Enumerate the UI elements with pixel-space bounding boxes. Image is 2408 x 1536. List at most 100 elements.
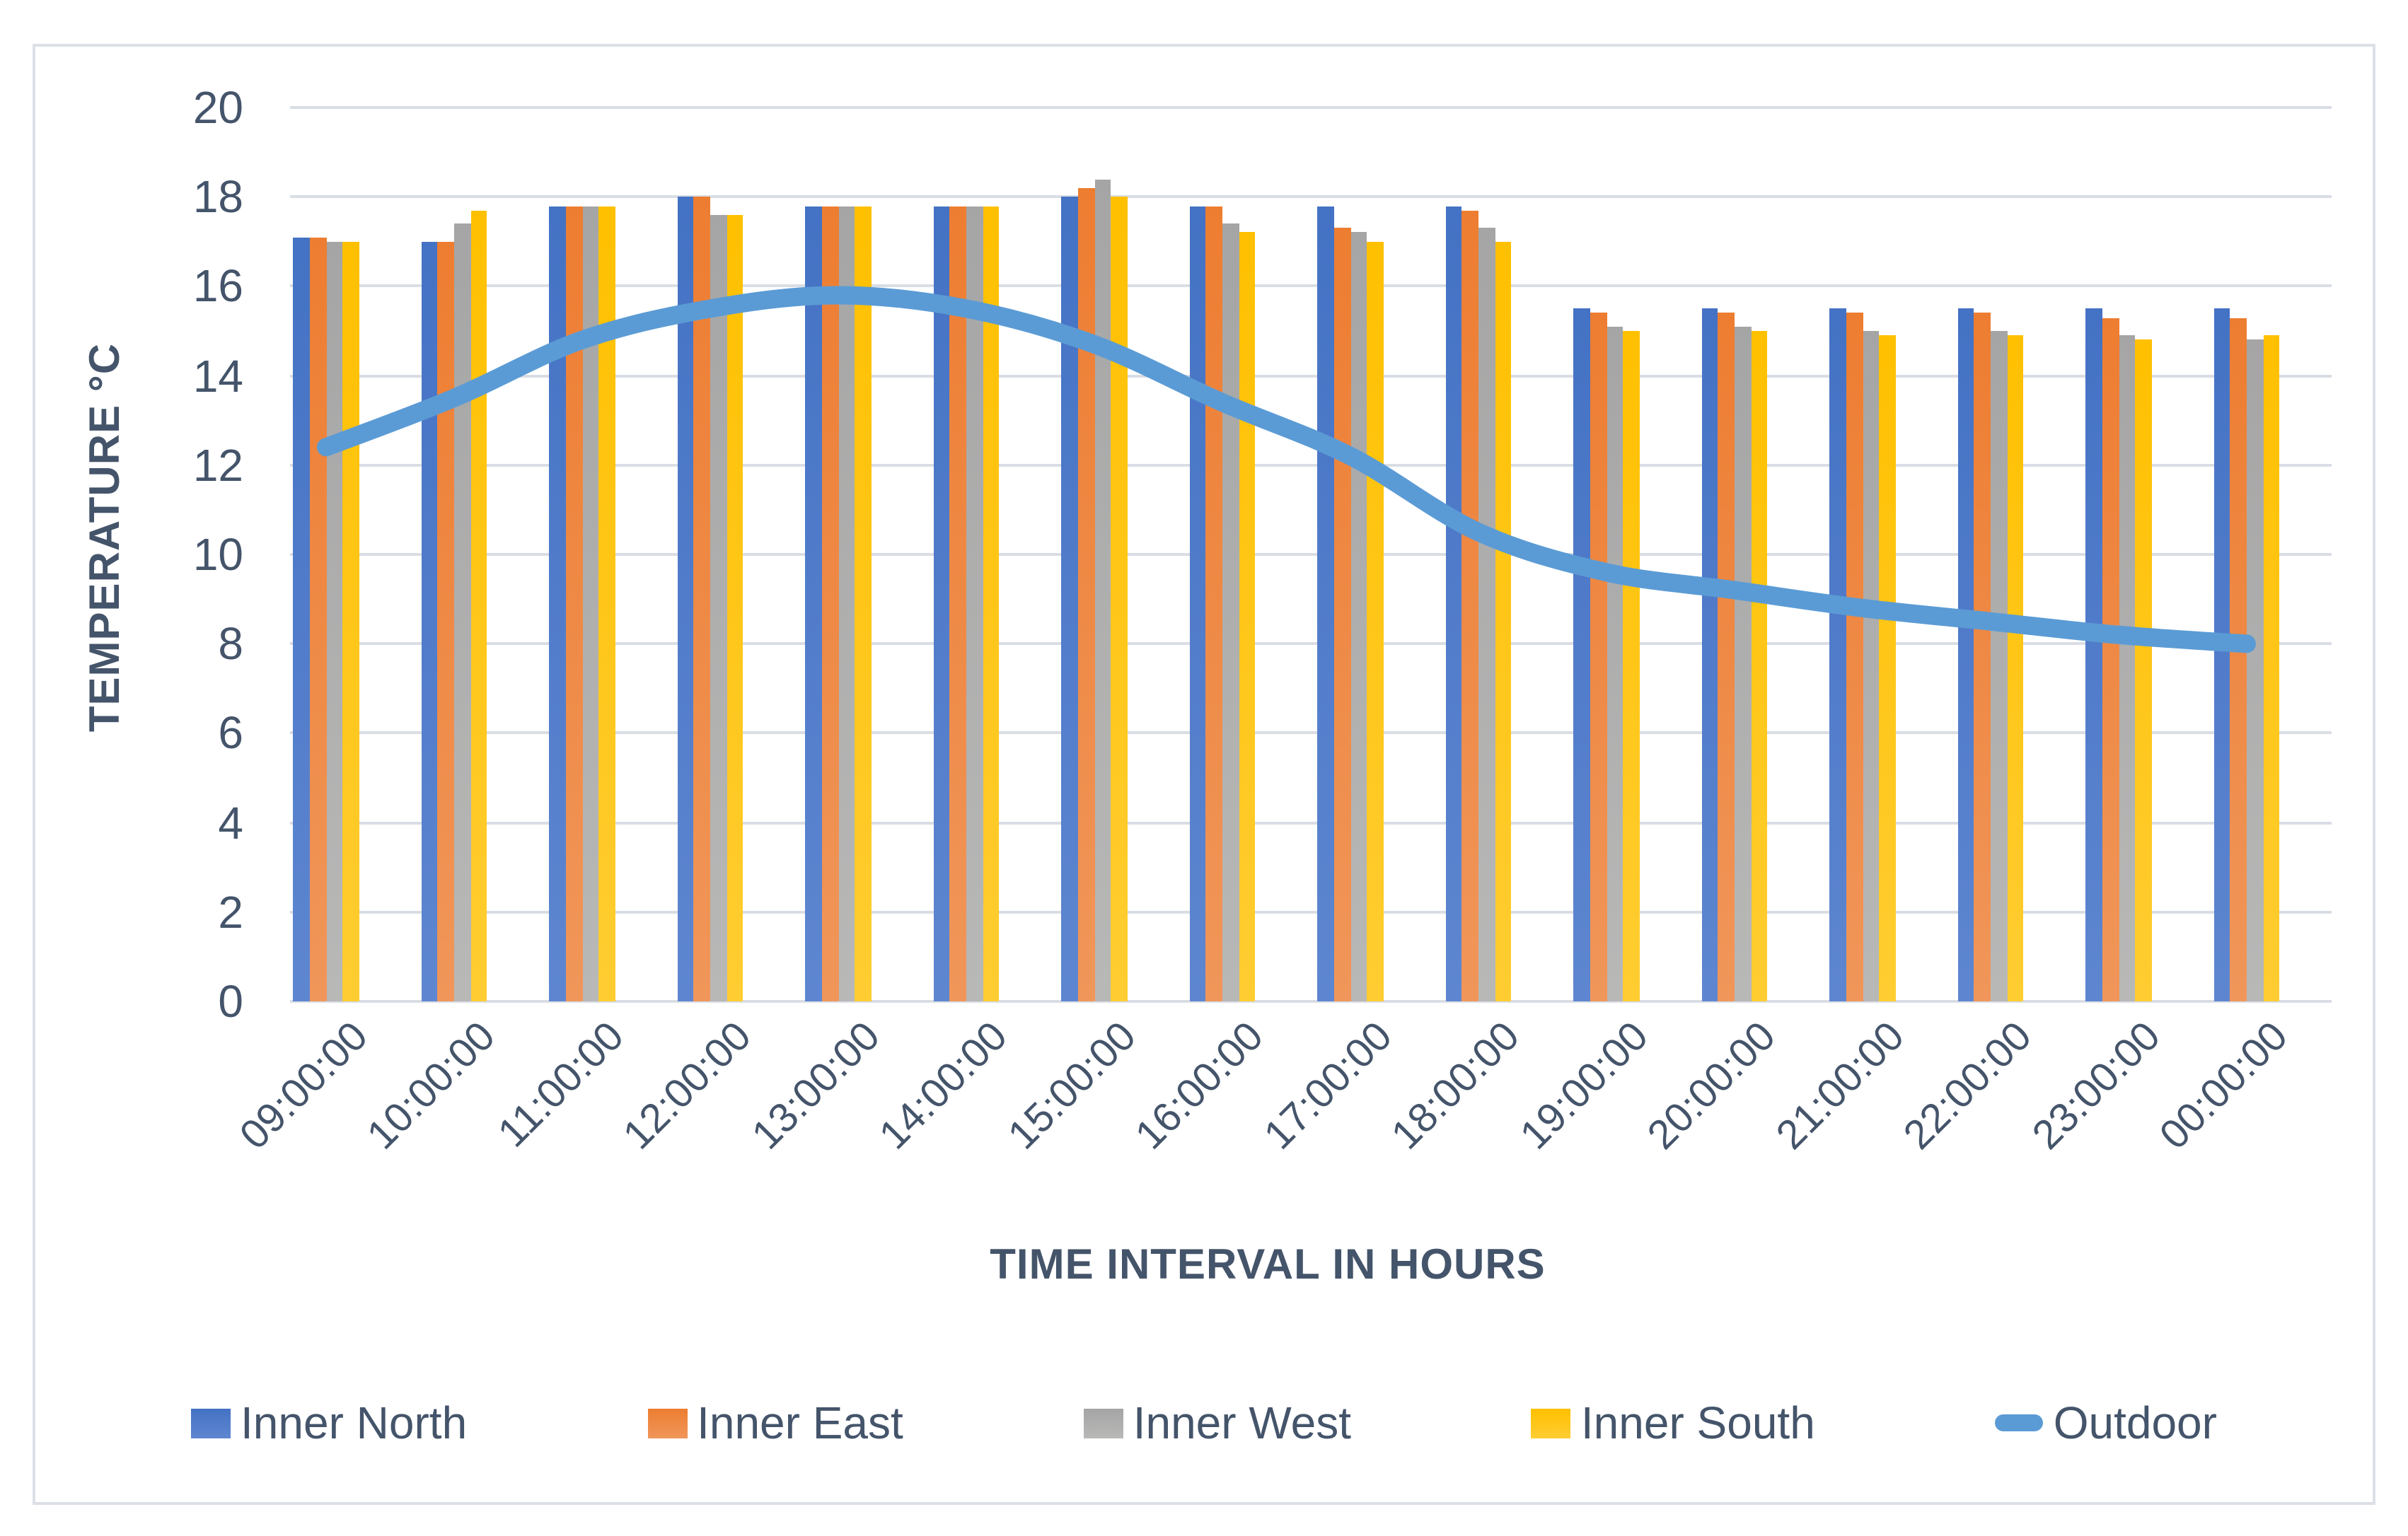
bar-inner-south-20:00:00 bbox=[1751, 331, 1768, 1001]
gridline-y-18 bbox=[290, 195, 2332, 199]
bar-inner-east-15:00:00 bbox=[1077, 187, 1094, 1001]
bar-inner-north-22:00:00 bbox=[1957, 308, 1974, 1001]
y-tick-label-12: 12 bbox=[192, 439, 243, 491]
bar-inner-north-17:00:00 bbox=[1317, 206, 1334, 1001]
plot-area bbox=[290, 106, 2332, 1003]
bar-inner-west-15:00:00 bbox=[1094, 179, 1111, 1001]
bar-inner-west-00:00:00 bbox=[2247, 339, 2264, 1001]
bar-inner-west-13:00:00 bbox=[838, 206, 855, 1001]
bar-inner-west-18:00:00 bbox=[1478, 228, 1495, 1001]
bar-inner-east-14:00:00 bbox=[949, 206, 966, 1001]
bar-inner-east-13:00:00 bbox=[821, 206, 838, 1001]
y-tick-label-6: 6 bbox=[218, 707, 243, 759]
bar-inner-north-14:00:00 bbox=[933, 206, 950, 1001]
bar-inner-west-21:00:00 bbox=[1863, 331, 1880, 1001]
gridline-y-14 bbox=[290, 374, 2332, 378]
legend-label-inner-south: Inner South bbox=[1580, 1397, 1815, 1448]
bar-inner-east-00:00:00 bbox=[2230, 318, 2247, 1001]
bar-inner-north-16:00:00 bbox=[1189, 206, 1206, 1001]
bar-inner-west-19:00:00 bbox=[1607, 326, 1623, 1001]
gridline-y-16 bbox=[290, 284, 2332, 288]
gridline-y-6 bbox=[290, 731, 2332, 735]
bar-inner-east-20:00:00 bbox=[1718, 313, 1735, 1001]
bar-inner-south-21:00:00 bbox=[1879, 335, 1896, 1001]
line-series-outdoor bbox=[317, 286, 2256, 653]
bar-inner-south-10:00:00 bbox=[470, 210, 487, 1001]
gridline-y-2 bbox=[290, 910, 2332, 914]
bar-inner-west-10:00:00 bbox=[454, 223, 471, 1001]
legend-swatch-inner-north bbox=[191, 1408, 231, 1438]
bar-inner-south-12:00:00 bbox=[727, 214, 743, 1001]
bar-inner-west-09:00:00 bbox=[326, 241, 343, 1001]
bar-inner-south-18:00:00 bbox=[1495, 241, 1512, 1001]
bar-inner-north-18:00:00 bbox=[1445, 206, 1462, 1001]
bar-inner-east-21:00:00 bbox=[1846, 313, 1863, 1001]
bar-inner-south-13:00:00 bbox=[855, 206, 872, 1001]
bar-inner-east-10:00:00 bbox=[437, 241, 454, 1001]
bar-inner-south-22:00:00 bbox=[2007, 335, 2024, 1001]
bar-inner-south-23:00:00 bbox=[2135, 339, 2152, 1001]
gridline-y-10 bbox=[290, 553, 2332, 556]
y-tick-label-18: 18 bbox=[192, 171, 243, 223]
bar-inner-west-11:00:00 bbox=[582, 206, 599, 1001]
y-tick-label-16: 16 bbox=[192, 260, 243, 312]
bar-inner-north-10:00:00 bbox=[421, 241, 438, 1001]
bar-inner-north-19:00:00 bbox=[1573, 308, 1590, 1001]
legend-swatch-inner-east bbox=[647, 1408, 688, 1438]
bar-inner-east-18:00:00 bbox=[1461, 210, 1478, 1001]
bar-inner-west-23:00:00 bbox=[2119, 335, 2136, 1001]
bar-inner-south-14:00:00 bbox=[983, 206, 1000, 1001]
y-tick-label-0: 0 bbox=[218, 976, 243, 1027]
y-tick-label-2: 2 bbox=[218, 886, 243, 938]
bar-inner-south-19:00:00 bbox=[1623, 331, 1640, 1001]
bar-inner-north-12:00:00 bbox=[677, 197, 694, 1001]
bar-inner-west-20:00:00 bbox=[1735, 326, 1752, 1001]
legend-line-marker-outdoor bbox=[1995, 1414, 2044, 1431]
bar-inner-west-17:00:00 bbox=[1350, 232, 1367, 1001]
bar-inner-north-09:00:00 bbox=[293, 237, 310, 1001]
legend-item-inner-north: Inner North bbox=[191, 1397, 467, 1449]
bar-inner-north-00:00:00 bbox=[2213, 308, 2230, 1001]
outdoor-line-path bbox=[317, 286, 2256, 653]
bar-inner-north-20:00:00 bbox=[1701, 308, 1718, 1001]
legend-item-inner-south: Inner South bbox=[1531, 1397, 1815, 1449]
bar-inner-east-11:00:00 bbox=[565, 206, 582, 1001]
y-tick-label-14: 14 bbox=[192, 350, 243, 402]
bar-inner-south-17:00:00 bbox=[1367, 241, 1384, 1001]
y-tick-label-20: 20 bbox=[192, 82, 243, 133]
bar-inner-east-09:00:00 bbox=[309, 237, 326, 1001]
figure-border bbox=[33, 44, 2375, 1505]
legend-label-inner-east: Inner East bbox=[697, 1397, 903, 1448]
bar-inner-east-19:00:00 bbox=[1590, 313, 1607, 1001]
bar-inner-west-22:00:00 bbox=[1991, 331, 2008, 1001]
bar-inner-north-15:00:00 bbox=[1061, 197, 1078, 1001]
gridline-y-8 bbox=[290, 642, 2332, 646]
bar-inner-north-23:00:00 bbox=[2085, 308, 2102, 1001]
bar-inner-east-17:00:00 bbox=[1333, 228, 1350, 1001]
bar-inner-south-11:00:00 bbox=[598, 206, 615, 1001]
legend-swatch-inner-south bbox=[1531, 1408, 1571, 1438]
bar-inner-south-16:00:00 bbox=[1239, 232, 1256, 1001]
bar-inner-south-15:00:00 bbox=[1111, 197, 1128, 1001]
y-tick-label-10: 10 bbox=[192, 529, 243, 580]
gridline-y-20 bbox=[290, 106, 2332, 109]
bar-inner-west-16:00:00 bbox=[1222, 223, 1239, 1001]
bar-inner-east-12:00:00 bbox=[693, 197, 710, 1001]
bar-inner-north-11:00:00 bbox=[549, 206, 566, 1001]
legend-swatch-inner-west bbox=[1083, 1408, 1123, 1438]
legend-item-inner-west: Inner West bbox=[1083, 1397, 1351, 1449]
legend-label-inner-north: Inner North bbox=[241, 1397, 468, 1448]
gridline-y-0 bbox=[290, 1000, 2332, 1003]
gridline-y-4 bbox=[290, 821, 2332, 825]
y-tick-label-8: 8 bbox=[218, 618, 243, 670]
legend-label-outdoor: Outdoor bbox=[2053, 1397, 2217, 1448]
bar-inner-west-12:00:00 bbox=[710, 214, 727, 1001]
legend-item-inner-east: Inner East bbox=[647, 1397, 903, 1449]
legend-item-outdoor: Outdoor bbox=[1995, 1397, 2217, 1449]
x-axis-title: TIME INTERVAL IN HOURS bbox=[990, 1242, 1546, 1288]
y-tick-label-4: 4 bbox=[218, 797, 243, 849]
bar-inner-north-13:00:00 bbox=[805, 206, 822, 1001]
bar-inner-east-22:00:00 bbox=[1974, 313, 1991, 1001]
bar-inner-north-21:00:00 bbox=[1829, 308, 1846, 1001]
